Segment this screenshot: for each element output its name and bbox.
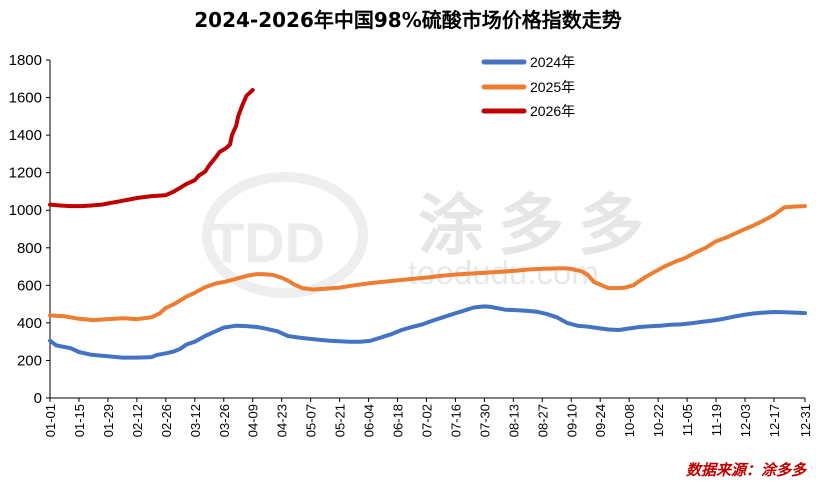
x-tick-label: 10-22 — [651, 404, 666, 437]
y-tick-label: 1200 — [9, 165, 42, 182]
x-tick-label: 06-18 — [391, 404, 406, 437]
series-lines — [48, 88, 807, 360]
x-tick-label: 02-12 — [130, 404, 145, 437]
y-tick-label: 400 — [17, 315, 42, 332]
x-tick-label: 04-09 — [246, 404, 261, 437]
y-tick-label: 600 — [17, 277, 42, 294]
y-tick-label: 200 — [17, 352, 42, 369]
x-tick-label: 08-13 — [506, 404, 521, 437]
x-tick-label: 05-21 — [333, 404, 348, 437]
x-tick-label: 11-19 — [709, 404, 724, 436]
watermark-cloud-logo — [202, 172, 368, 298]
watermark: TDD 涂多多 toodudu.com — [202, 172, 658, 298]
y-tick-label: 0 — [34, 390, 42, 407]
x-tick-label: 01-15 — [72, 404, 87, 437]
x-tick-label: 03-26 — [217, 404, 232, 437]
watermark-logo-text: TDD — [210, 211, 325, 274]
y-tick-label: 1600 — [9, 90, 42, 107]
legend-label-2026: 2026年 — [530, 103, 575, 119]
x-ticks: 01-01 01-15 01-29 02-12 02-26 03-12 03-26 04-09… — [43, 398, 813, 437]
x-tick-label: 01-29 — [101, 404, 116, 437]
x-tick-label: 12-03 — [738, 404, 753, 437]
x-tick-label: 06-04 — [362, 404, 377, 437]
chart-title: 2024-2026年中国98%硫酸市场价格指数走势 — [194, 8, 622, 32]
y-tick-label: 1800 — [9, 52, 42, 69]
x-tick-label: 04-23 — [275, 404, 290, 437]
x-tick-label: 07-16 — [448, 404, 463, 437]
y-ticks: 0 200 400 600 800 1000 1200 1400 1600 1800 — [9, 52, 50, 407]
y-tick-label: 1400 — [9, 127, 42, 144]
watermark-brand: 涂多多 — [418, 187, 658, 264]
source-note: 数据来源：涂多多 — [685, 461, 806, 479]
x-tick-label: 07-02 — [419, 404, 434, 437]
x-tick-label: 09-24 — [593, 404, 608, 437]
series-line-2024 — [48, 304, 807, 360]
x-tick-label: 02-26 — [159, 404, 174, 437]
x-tick-label: 12-17 — [767, 404, 782, 437]
x-tick-label: 10-08 — [622, 404, 637, 437]
legend-label-2025: 2025年 — [530, 79, 575, 95]
x-tick-label: 11-05 — [680, 404, 695, 436]
y-tick-label: 800 — [17, 240, 42, 257]
x-tick-label: 03-12 — [188, 404, 203, 437]
x-tick-label: 07-30 — [477, 404, 492, 437]
legend: 2024年 2025年 2026年 — [481, 54, 575, 119]
x-tick-label: 12-31 — [798, 404, 813, 437]
legend-label-2024: 2024年 — [530, 54, 575, 70]
x-tick-label: 09-10 — [564, 404, 579, 437]
x-tick-label: 01-01 — [43, 404, 58, 437]
y-tick-label: 1000 — [9, 202, 42, 219]
x-tick-label: 08-27 — [535, 404, 550, 437]
series-line-2026 — [48, 88, 255, 209]
x-tick-label: 05-07 — [304, 404, 319, 437]
series-line-2025 — [48, 204, 807, 323]
